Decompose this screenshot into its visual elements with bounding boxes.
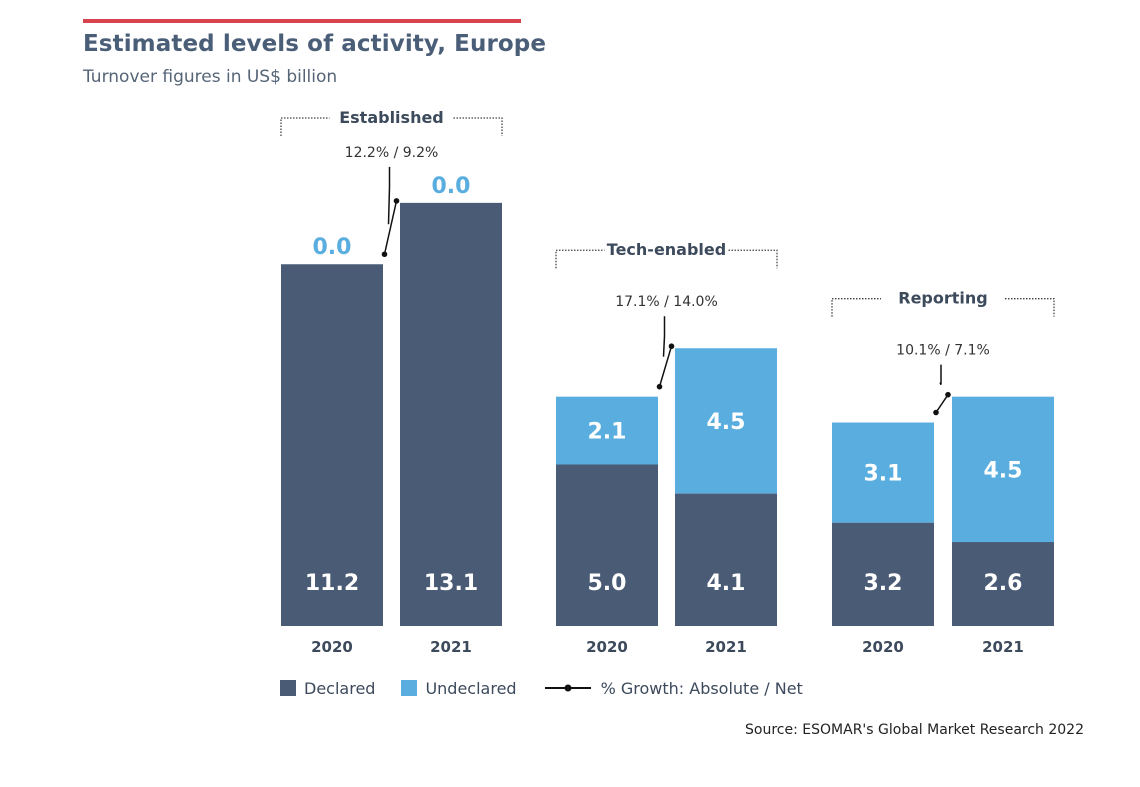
growth-marker-end-reporting (945, 391, 951, 398)
year-label-tech-enabled-2020: 2020 (586, 638, 628, 656)
value-label-declared-reporting-2021: 2.6 (984, 571, 1023, 596)
bar-declared-reporting-2020 (832, 522, 934, 626)
group-bracket-established (280, 117, 503, 136)
group-label-reporting: Reporting (898, 289, 987, 308)
title-accent-bar (83, 19, 521, 23)
value-label-declared-reporting-2020: 3.2 (864, 571, 903, 596)
value-label-undeclared-reporting-2021: 4.5 (984, 458, 1023, 483)
value-label-declared-tech-enabled-2020: 5.0 (588, 571, 627, 596)
legend-item-declared: Declared (280, 679, 375, 698)
growth-label-established: 12.2% / 9.2% (345, 145, 439, 161)
bar-undeclared-reporting-2020 (832, 422, 934, 523)
bar-declared-established-2020 (281, 264, 383, 626)
group-bracket-tech-enabled (555, 249, 778, 269)
bar-declared-tech-enabled-2021 (675, 493, 777, 626)
growth-marker-start-established (381, 251, 388, 258)
growth-line-icon (544, 684, 591, 692)
growth-connector-tech-enabled (658, 316, 673, 387)
bar-declared-reporting-2021 (952, 542, 1054, 626)
legend-item-undeclared: Undeclared (401, 678, 517, 698)
year-label-reporting-2021: 2021 (982, 638, 1024, 656)
growth-marker-start-reporting (933, 409, 939, 416)
group-bracket-reporting (831, 298, 1055, 317)
value-label-undeclared-tech-enabled-2021: 4.5 (707, 410, 746, 435)
chart-subtitle: Turnover figures in US$ billion (83, 67, 338, 87)
value-label-undeclared-established-2020: 0.0 (313, 235, 352, 260)
legend-label-undeclared: Undeclared (425, 678, 517, 698)
value-label-undeclared-reporting-2020: 3.1 (864, 462, 903, 487)
bar-undeclared-reporting-2021 (952, 396, 1054, 543)
chart-title: Estimated levels of activity, Europe (83, 31, 547, 57)
growth-label-reporting: 10.1% / 7.1% (896, 343, 990, 359)
year-label-established-2021: 2021 (430, 638, 472, 656)
legend: Declared Undeclared % Growth: Absolute /… (280, 677, 829, 699)
growth-marker-end-tech-enabled (668, 343, 675, 350)
year-label-reporting-2020: 2020 (862, 638, 904, 656)
value-label-declared-established-2020: 11.2 (305, 571, 359, 596)
growth-connector-reporting (935, 364, 949, 413)
value-label-undeclared-tech-enabled-2020: 2.1 (588, 420, 627, 445)
growth-label-tech-enabled: 17.1% / 14.0% (615, 294, 718, 310)
source-note: Source: ESOMAR's Global Market Research … (745, 722, 1084, 738)
legend-swatch-declared (280, 680, 296, 696)
group-label-tech-enabled: Tech-enabled (607, 240, 726, 259)
growth-marker-start-tech-enabled (656, 383, 663, 390)
legend-label-growth: % Growth: Absolute / Net (600, 678, 803, 698)
year-label-established-2020: 2020 (311, 638, 353, 656)
bar-undeclared-tech-enabled-2021 (675, 348, 777, 494)
legend-item-growth: % Growth: Absolute / Net (543, 679, 803, 698)
year-label-tech-enabled-2021: 2021 (705, 638, 747, 656)
bar-undeclared-tech-enabled-2020 (556, 396, 658, 465)
bar-declared-tech-enabled-2020 (556, 464, 658, 626)
legend-label-declared: Declared (304, 678, 376, 698)
value-label-undeclared-established-2021: 0.0 (432, 174, 471, 199)
bar-declared-established-2021 (400, 202, 502, 626)
growth-connector-established (383, 166, 398, 255)
group-label-established: Established (339, 108, 444, 127)
value-label-declared-tech-enabled-2021: 4.1 (707, 571, 746, 596)
growth-marker-end-established (393, 198, 400, 204)
value-label-declared-established-2021: 13.1 (424, 571, 478, 596)
legend-swatch-undeclared (401, 680, 418, 696)
